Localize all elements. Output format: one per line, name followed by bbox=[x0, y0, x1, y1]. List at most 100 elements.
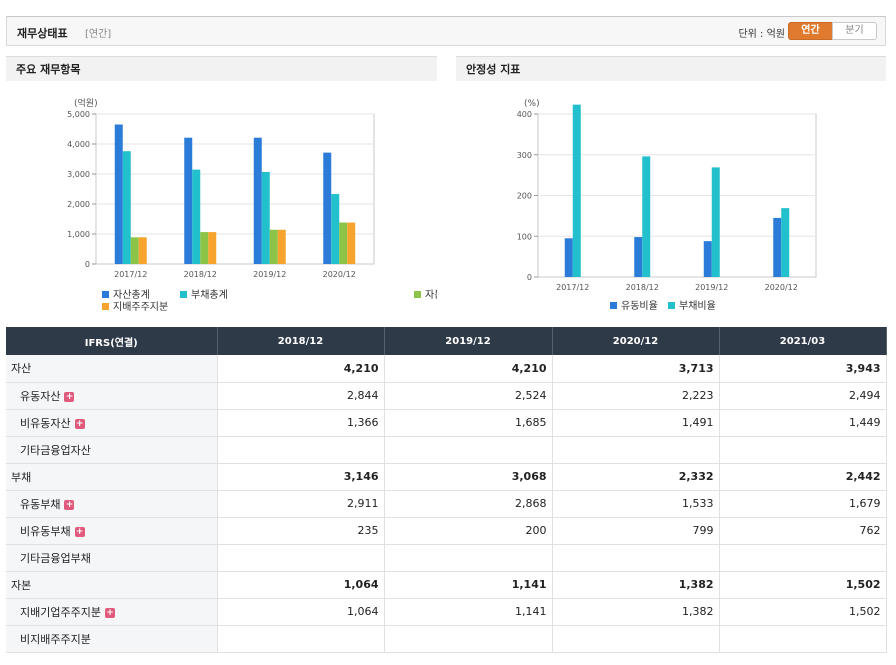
header-col-4: 2021/03 bbox=[719, 327, 887, 355]
table-cell: 2,868 bbox=[384, 490, 553, 518]
bar bbox=[208, 232, 217, 264]
table-cell bbox=[217, 625, 385, 653]
expand-plus-icon[interactable]: + bbox=[74, 418, 85, 429]
table-row: 부채 3,146 3,068 2,332 2,442 bbox=[6, 463, 887, 491]
row-label-cell: 유동자산 + bbox=[6, 382, 218, 410]
table-row: 기타금융업부채 bbox=[6, 544, 887, 572]
table-cell bbox=[552, 625, 720, 653]
table-cell: 1,679 bbox=[719, 490, 887, 518]
bar bbox=[347, 222, 356, 264]
table-cell bbox=[384, 436, 553, 464]
bar bbox=[192, 169, 201, 264]
legend-label: 부채비율 bbox=[679, 300, 716, 312]
unit-label: 단위 : 억원 bbox=[738, 29, 785, 40]
row-label: 비유동자산 bbox=[20, 416, 71, 430]
row-label-cell: 비지배주주지분 bbox=[6, 625, 218, 653]
annual-button[interactable]: 연간 bbox=[788, 22, 833, 40]
chart-financial-items: (억원) 0 1,000 2,000 3,000 4,000 5,000 2017/12 201… bbox=[67, 97, 437, 313]
bar bbox=[703, 241, 712, 277]
section-title: 재무상태표 bbox=[17, 27, 68, 40]
row-label-cell: 비유동자산 + bbox=[6, 409, 218, 437]
y-tick-label: 0 bbox=[527, 273, 532, 282]
bar bbox=[253, 137, 262, 264]
y-tick-label: 3,000 bbox=[67, 170, 90, 179]
table-cell: 200 bbox=[384, 517, 553, 545]
quarter-button[interactable]: 분기 bbox=[832, 22, 877, 40]
table-cell: 3,068 bbox=[384, 463, 553, 491]
table-cell bbox=[552, 544, 720, 572]
table-row: 비지배주주지분 bbox=[6, 625, 887, 653]
bar bbox=[122, 151, 131, 264]
section-subtitle: [연간] bbox=[85, 29, 112, 40]
header-col-3: 2020/12 bbox=[552, 327, 720, 355]
table-cell: 3,713 bbox=[552, 355, 720, 383]
row-label-cell: 기타금융업부채 bbox=[6, 544, 218, 572]
table-cell: 799 bbox=[552, 517, 720, 545]
table-cell bbox=[719, 544, 887, 572]
bar bbox=[711, 167, 720, 277]
bar bbox=[781, 208, 790, 277]
legend-label: 부채총계 bbox=[191, 289, 228, 301]
expand-plus-icon[interactable]: + bbox=[74, 526, 85, 537]
row-label: 비지배주주지분 bbox=[20, 632, 91, 646]
x-tick-label: 2017/12 bbox=[556, 283, 589, 292]
legend-swatch bbox=[668, 302, 675, 309]
table-row: 기타금융업자산 bbox=[6, 436, 887, 464]
header-ifrs: IFRS(연결) bbox=[6, 327, 218, 355]
table-cell: 1,685 bbox=[384, 409, 553, 437]
row-label: 자본 bbox=[11, 578, 32, 592]
bar bbox=[773, 217, 782, 277]
table-cell: 2,524 bbox=[384, 382, 553, 410]
legend-label: 자산총계 bbox=[113, 289, 150, 301]
unit-label: (억원) bbox=[74, 97, 98, 109]
table-cell: 2,494 bbox=[719, 382, 887, 410]
y-tick-label: 100 bbox=[517, 232, 532, 241]
bar bbox=[114, 124, 123, 264]
table-cell bbox=[217, 544, 385, 572]
legend-swatch bbox=[414, 291, 421, 298]
bar bbox=[339, 222, 348, 264]
row-label: 비유동부채 bbox=[20, 524, 71, 538]
expand-plus-icon[interactable]: + bbox=[104, 607, 115, 618]
expand-plus-icon[interactable]: + bbox=[64, 391, 75, 402]
table-cell bbox=[719, 625, 887, 653]
right-panel-title: 안정성 지표 bbox=[456, 56, 886, 81]
row-label: 자산 bbox=[11, 362, 32, 376]
bar bbox=[331, 194, 340, 264]
row-label-cell: 지배기업주주지분 + bbox=[6, 598, 218, 626]
y-tick-label: 0 bbox=[85, 260, 90, 269]
table-cell: 4,210 bbox=[217, 355, 385, 383]
x-tick-label: 2018/12 bbox=[626, 283, 659, 292]
table-row: 비유동자산 +1,366 1,685 1,491 1,449 bbox=[6, 409, 887, 437]
table-cell: 2,844 bbox=[217, 382, 385, 410]
x-tick-label: 2020/12 bbox=[765, 283, 798, 292]
row-label-cell: 부채 bbox=[6, 463, 218, 491]
bar bbox=[269, 229, 278, 264]
table-cell: 2,911 bbox=[217, 490, 385, 518]
bar bbox=[572, 104, 581, 277]
x-tick-label: 2019/12 bbox=[695, 283, 728, 292]
table-cell bbox=[719, 436, 887, 464]
table-cell: 2,223 bbox=[552, 382, 720, 410]
x-tick-label: 2020/12 bbox=[323, 270, 356, 279]
bar bbox=[277, 229, 286, 264]
y-tick-label: 5,000 bbox=[67, 110, 90, 119]
y-tick-label: 2,000 bbox=[67, 200, 90, 209]
y-tick-label: 200 bbox=[517, 192, 532, 201]
legend-label: 자본총계 bbox=[425, 289, 437, 301]
row-label: 기타금융업부채 bbox=[20, 551, 91, 565]
table-cell bbox=[552, 436, 720, 464]
row-label-cell: 유동부채 + bbox=[6, 490, 218, 518]
row-label: 지배기업주주지분 bbox=[20, 605, 101, 619]
table-cell: 1,449 bbox=[719, 409, 887, 437]
bar bbox=[138, 237, 147, 264]
table-cell bbox=[384, 625, 553, 653]
y-tick-label: 4,000 bbox=[67, 140, 90, 149]
table-row: 유동자산 +2,844 2,524 2,223 2,494 bbox=[6, 382, 887, 410]
table-cell: 1,141 bbox=[384, 571, 553, 599]
table-cell bbox=[217, 436, 385, 464]
legend-swatch bbox=[610, 302, 617, 309]
y-tick-label: 300 bbox=[517, 151, 532, 160]
expand-plus-icon[interactable]: + bbox=[64, 499, 75, 510]
table-cell: 1,491 bbox=[552, 409, 720, 437]
